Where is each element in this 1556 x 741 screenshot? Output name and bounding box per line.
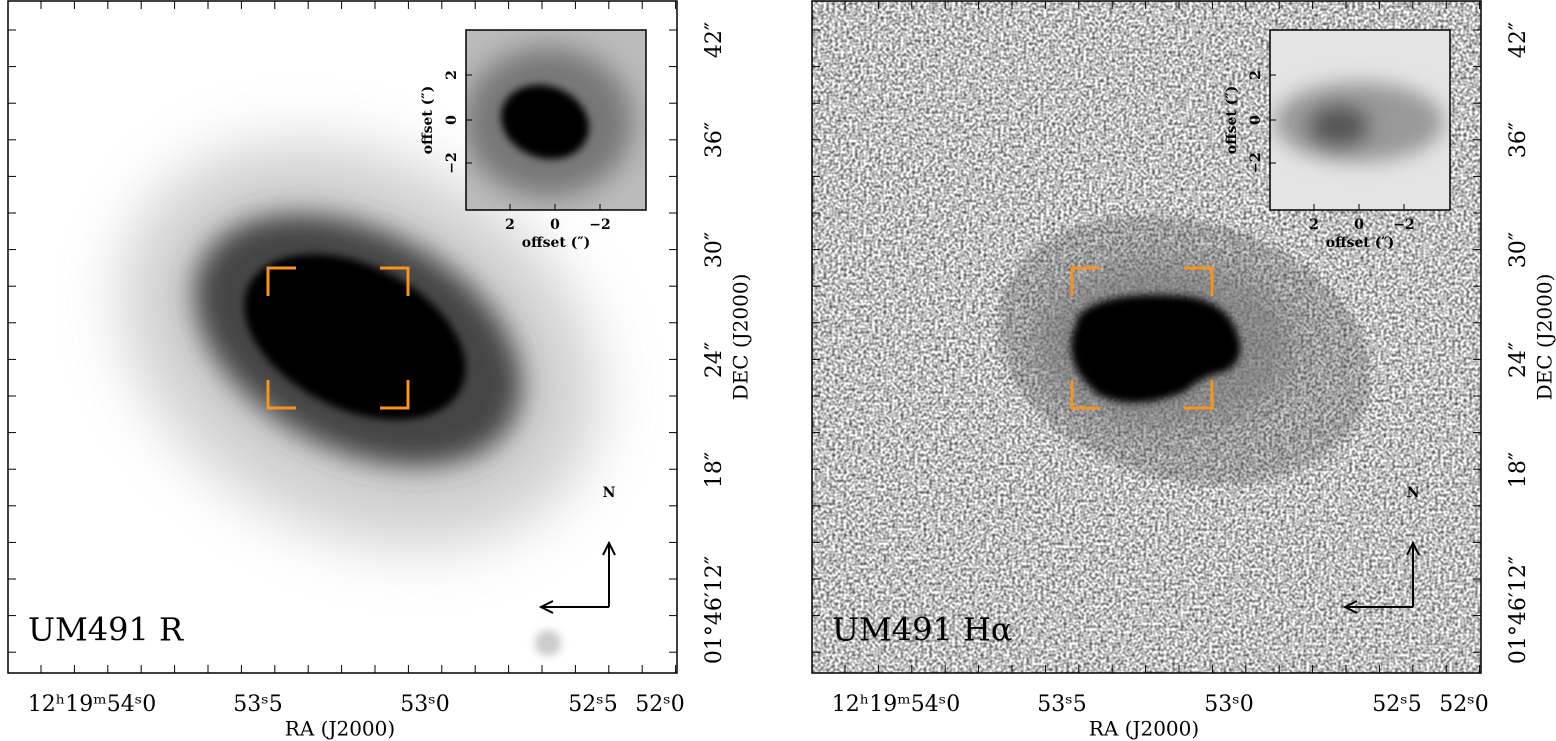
y-tick-label: 24″ xyxy=(702,342,727,378)
x-axis-label: RA (J2000) xyxy=(285,717,395,741)
core xyxy=(1071,294,1241,403)
panel-label: UM491 R xyxy=(28,611,184,649)
x-tick-label: 52ˢ5 xyxy=(1372,692,1421,717)
inset-y-tick-label: −2 xyxy=(444,152,460,173)
x-tick-label: 52ˢ0 xyxy=(1439,692,1488,717)
x-tick-label: 52ˢ0 xyxy=(635,692,684,717)
compass xyxy=(538,540,616,614)
inset-x-axis-label: offset (″) xyxy=(1326,235,1394,251)
panel: 12ʰ19ᵐ54ˢ0 53ˢ5 53ˢ0 52ˢ5 52ˢ0 RA (J2000) 01°4… xyxy=(7,0,753,741)
inset-y-axis-label: offset (″) xyxy=(1224,86,1240,154)
y-tick-label: 36″ xyxy=(1506,122,1531,158)
inset-y-tick-label: −2 xyxy=(1248,152,1264,173)
y-tick-label: 36″ xyxy=(702,122,727,158)
inset-y-tick-label: 2 xyxy=(1248,70,1264,80)
inset-core xyxy=(500,84,590,160)
compass-label: N xyxy=(603,485,616,501)
inset-x-axis-label: offset (″) xyxy=(522,235,590,251)
x-tick-label: 53ˢ0 xyxy=(1204,692,1253,717)
inset-y-tick-label: 0 xyxy=(1248,115,1264,125)
star xyxy=(535,630,561,656)
bracket xyxy=(1184,380,1214,410)
inset-image xyxy=(466,30,646,210)
frame xyxy=(7,0,678,674)
inset-image xyxy=(1270,30,1450,210)
bracket xyxy=(1070,266,1100,296)
bracket xyxy=(380,266,410,296)
panel: 12ʰ19ᵐ54ˢ0 53ˢ5 53ˢ0 52ˢ5 52ˢ0 RA (J2000) 01°4… xyxy=(811,0,1556,741)
inset-y-tick-label: 2 xyxy=(444,70,460,80)
inset-x-tick-label: 2 xyxy=(1309,217,1319,233)
y-axis-label: DEC (J2000) xyxy=(729,274,753,401)
inset-y-tick-label: 0 xyxy=(444,115,460,125)
inset-y-axis-label: offset (″) xyxy=(420,86,436,154)
x-tick-label: 12ʰ19ᵐ54ˢ0 xyxy=(28,692,156,717)
y-tick-label: 18″ xyxy=(702,452,727,488)
y-tick-label: 18″ xyxy=(1506,452,1531,488)
x-tick-label: 53ˢ0 xyxy=(400,692,449,717)
y-tick-label: 01°46′12″ xyxy=(702,556,727,664)
inset-x-tick-label: 2 xyxy=(505,217,515,233)
bracket xyxy=(266,266,296,296)
inset-x-tick-label: 0 xyxy=(550,217,560,233)
inset-x-tick-label: −2 xyxy=(589,217,610,233)
y-axis-label: DEC (J2000) xyxy=(1533,274,1556,401)
inset-x-tick-label: 0 xyxy=(1354,217,1364,233)
x-tick-label: 12ʰ19ᵐ54ˢ0 xyxy=(832,692,960,717)
frame xyxy=(811,0,1482,674)
compass-label: N xyxy=(1407,485,1420,501)
core xyxy=(244,254,466,420)
x-tick-label: 53ˢ5 xyxy=(1037,692,1086,717)
y-tick-label: 24″ xyxy=(1506,342,1531,378)
y-tick-label: 42″ xyxy=(702,22,727,58)
inset-core xyxy=(1309,106,1369,146)
inset-x-tick-label: −2 xyxy=(1393,217,1414,233)
bracket xyxy=(380,380,410,410)
y-tick-label: 30″ xyxy=(702,232,727,268)
compass xyxy=(1342,540,1420,614)
bracket xyxy=(1184,266,1214,296)
y-tick-label: 01°46′12″ xyxy=(1506,556,1531,664)
x-tick-label: 53ˢ5 xyxy=(233,692,282,717)
x-tick-label: 52ˢ5 xyxy=(568,692,617,717)
bracket xyxy=(1070,380,1100,410)
bracket xyxy=(266,380,296,410)
y-tick-label: 30″ xyxy=(1506,232,1531,268)
panel-label: UM491 Hα xyxy=(832,611,1013,649)
y-tick-label: 42″ xyxy=(1506,22,1531,58)
x-axis-label: RA (J2000) xyxy=(1089,717,1199,741)
